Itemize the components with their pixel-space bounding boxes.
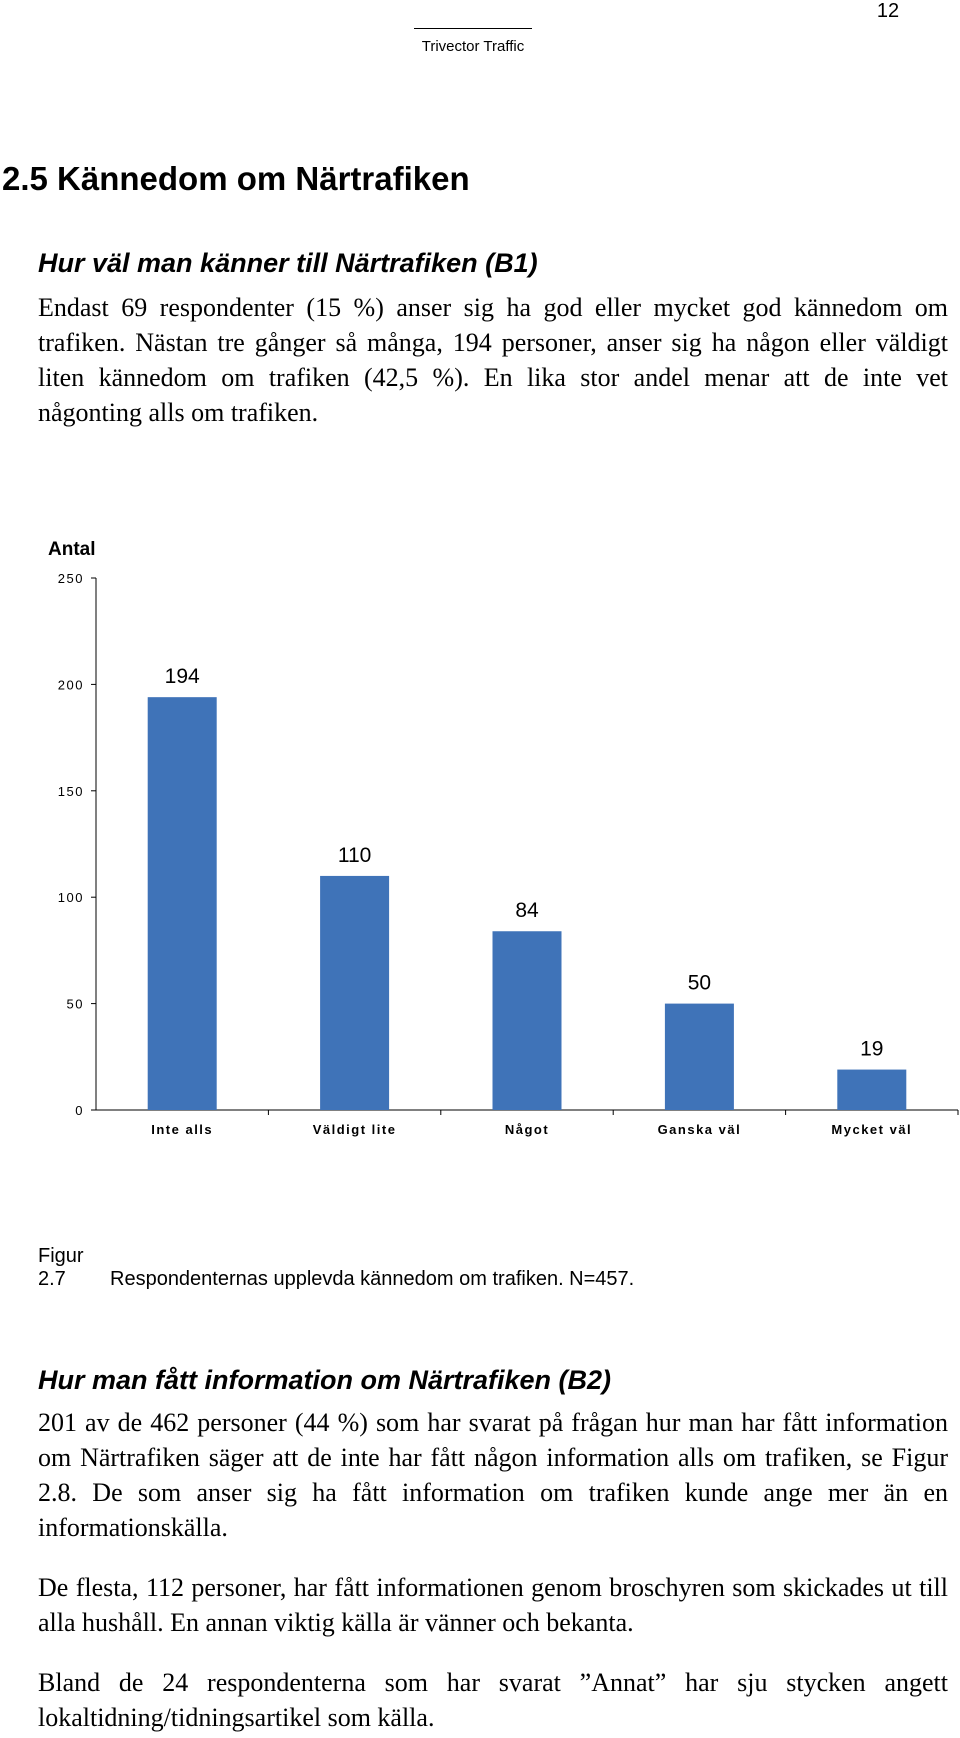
figure-caption: Figur 2.7 Respondenternas upplevda känned… xyxy=(38,1245,634,1291)
chart-bars: 194 110 84 50 19 xyxy=(147,665,907,1110)
subsection-heading-b1: Hur väl man känner till Närtrafiken (B1) xyxy=(38,248,538,278)
y-axis-label: Antal xyxy=(48,539,96,560)
bar xyxy=(664,1003,734,1110)
y-tick-label: 50 xyxy=(67,997,84,1012)
y-tick-label: 250 xyxy=(58,571,84,586)
bar xyxy=(837,1069,907,1110)
y-tick-label: 150 xyxy=(58,784,84,799)
figure-caption-text: Respondenternas upplevda kännedom om tra… xyxy=(110,1268,635,1290)
y-tick-label: 200 xyxy=(58,677,84,692)
bar xyxy=(320,875,390,1110)
bar-chart: Antal 0 50 100 150 200 250 194 110 84 50 19 Inte … xyxy=(48,539,959,1137)
section-title: 2.5 Kännedom om Närtrafiken xyxy=(2,160,470,197)
header-rule xyxy=(414,28,532,29)
bar-value-label: 19 xyxy=(860,1038,883,1061)
paragraph-b2-3: Bland de 24 respondenterna som har svara… xyxy=(38,1668,948,1732)
x-tick-label: Väldigt lite xyxy=(313,1122,397,1137)
y-tick-labels: 0 50 100 150 200 250 xyxy=(58,571,84,1118)
bar xyxy=(492,931,562,1110)
x-tick-label: Något xyxy=(505,1122,549,1137)
header-company: Trivector Traffic xyxy=(421,38,525,55)
x-tick-label: Inte alls xyxy=(151,1122,213,1137)
bar-value-label: 50 xyxy=(688,972,711,995)
paragraph-b2-1: 201 av de 462 personer (44 %) som har sv… xyxy=(38,1408,948,1542)
x-tick-label: Ganska väl xyxy=(658,1122,742,1137)
subsection-heading-b2: Hur man fått information om Närtrafiken … xyxy=(38,1365,612,1395)
y-tick-label: 0 xyxy=(75,1103,84,1118)
bar xyxy=(147,697,217,1110)
x-tick-labels: Inte alls Väldigt lite Något Ganska väl Myck… xyxy=(151,1122,912,1137)
x-tick-label: Mycket väl xyxy=(831,1122,912,1137)
bar-value-label: 194 xyxy=(165,665,200,688)
paragraph-b1: Endast 69 respondenter (15 %) anser sig … xyxy=(38,293,948,427)
paragraph-b2-2: De flesta, 112 personer, har fått inform… xyxy=(38,1573,948,1637)
figure-number: Figur 2.7 xyxy=(38,1245,84,1290)
bar-value-label: 84 xyxy=(515,899,539,922)
y-tick-label: 100 xyxy=(58,890,84,905)
page-number: 12 xyxy=(876,0,900,22)
bar-value-label: 110 xyxy=(338,844,371,867)
